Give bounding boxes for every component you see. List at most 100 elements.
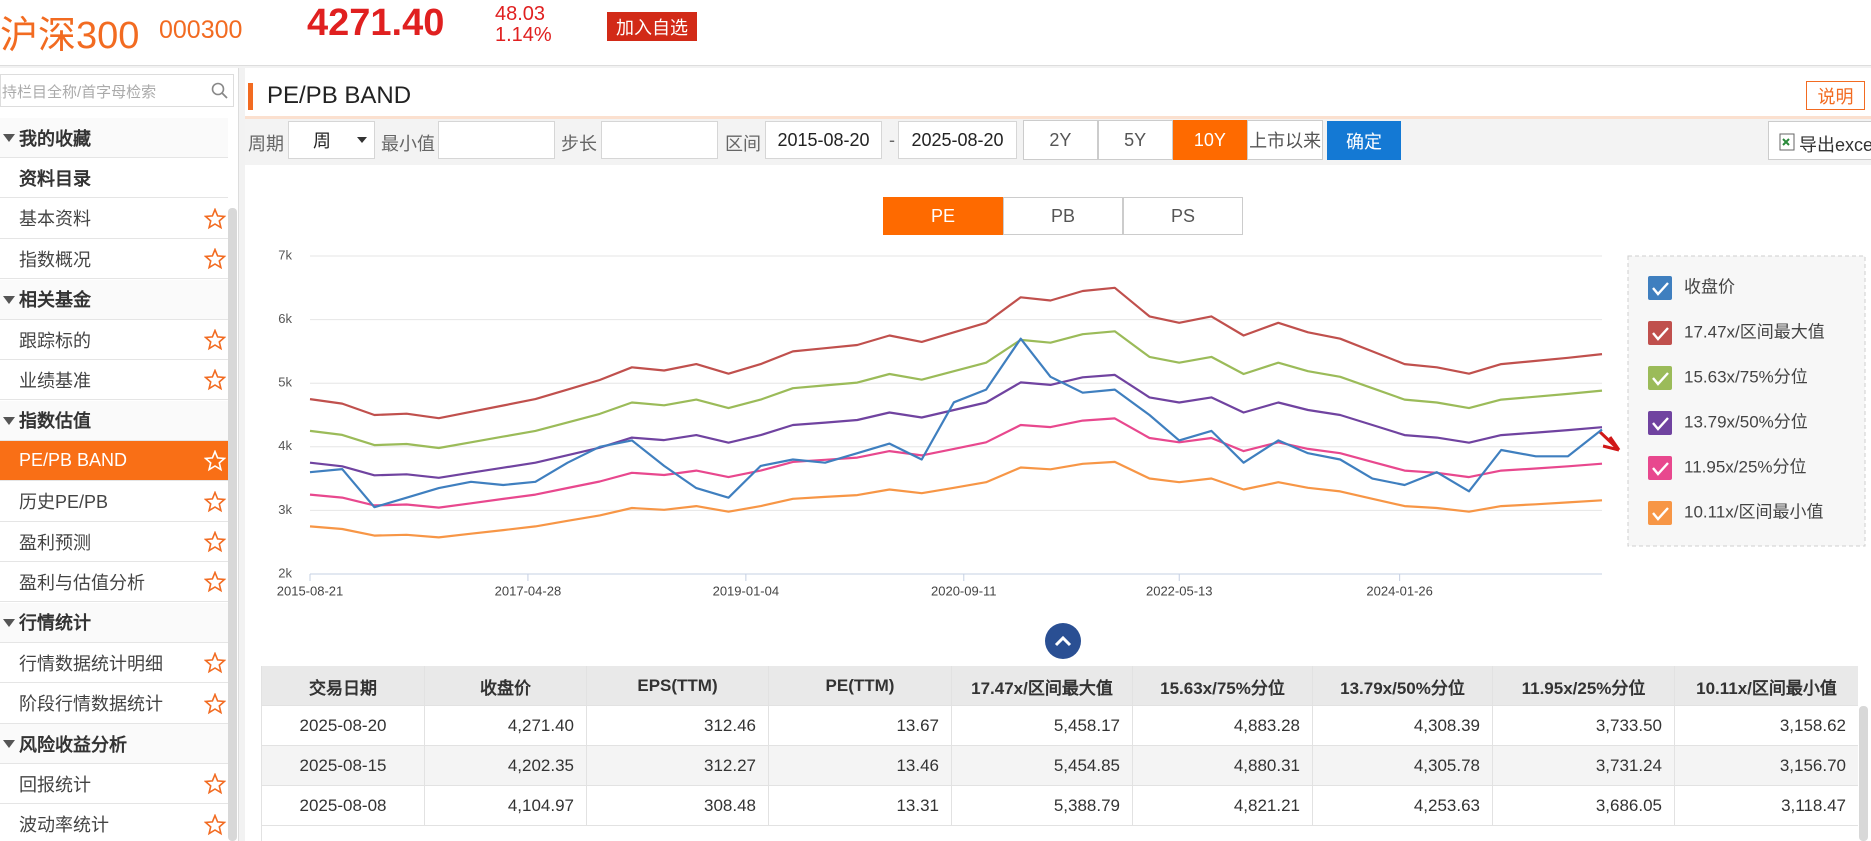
table-cell: 4,880.31 xyxy=(1133,746,1313,786)
menu-label: 相关基金 xyxy=(19,286,91,312)
price-change: 48.03 xyxy=(495,3,545,26)
table-cell: 4,202.35 xyxy=(425,746,587,786)
start-date-input[interactable]: 2015-08-20 xyxy=(765,121,882,159)
range-button[interactable]: 2Y xyxy=(1023,120,1098,160)
expand-triangle xyxy=(3,417,15,425)
table-cell: 13.46 xyxy=(769,746,952,786)
favorite-star[interactable] xyxy=(204,329,226,351)
menu-label: 回报统计 xyxy=(19,771,91,797)
favorite-star[interactable] xyxy=(204,652,226,674)
menu-group[interactable]: 指数估值 xyxy=(0,401,228,441)
menu-item[interactable]: 跟踪标的 xyxy=(0,320,228,360)
menu-item[interactable]: 业绩基准 xyxy=(0,360,228,400)
menu-title: 资料目录 xyxy=(0,158,228,198)
range-buttons: 2Y5Y10Y上市以来 xyxy=(1023,120,1323,160)
scrollbar xyxy=(228,208,237,841)
table-cell: 3,158.62 xyxy=(1675,706,1858,746)
menu-group[interactable]: 风险收益分析 xyxy=(0,724,228,764)
table-cell: 4,253.63 xyxy=(1313,786,1493,826)
menu-item[interactable]: 回报统计 xyxy=(0,764,228,804)
menu-item[interactable]: 波动率统计 xyxy=(0,805,228,841)
index-name: 沪深300 xyxy=(0,4,139,59)
menu-label: 波动率统计 xyxy=(19,811,109,837)
range-button[interactable]: 上市以来 xyxy=(1247,120,1323,160)
favorite-star[interactable] xyxy=(204,773,226,795)
table-cell: 4,308.39 xyxy=(1313,706,1493,746)
menu-item[interactable]: 盈利与估值分析 xyxy=(0,562,228,602)
star-shape xyxy=(206,371,225,389)
menu-group[interactable]: 我的收藏 xyxy=(0,118,228,158)
step-input[interactable] xyxy=(601,121,718,159)
range-button[interactable]: 5Y xyxy=(1098,120,1173,160)
menu-label: 行情数据统计明细 xyxy=(19,650,163,676)
metric-tabs: PEPBPS xyxy=(883,197,1243,235)
metric-tab[interactable]: PB xyxy=(1003,197,1123,235)
favorite-star[interactable] xyxy=(204,248,226,270)
star-shape xyxy=(206,694,225,712)
star-shape xyxy=(206,573,225,591)
add-watchlist-button[interactable]: 加入自选 xyxy=(607,12,697,41)
range-label: 区间 xyxy=(725,130,761,156)
panel-title: PE/PB BAND xyxy=(267,82,411,110)
menu-item[interactable]: 历史PE/PB xyxy=(0,482,228,522)
menu-item[interactable]: 基本资料 xyxy=(0,199,228,239)
sidebar-menu: 我的收藏资料目录基本资料指数概况相关基金跟踪标的业绩基准指数估值PE/PB BA… xyxy=(0,68,230,841)
menu-label: 历史PE/PB xyxy=(19,488,108,514)
favorite-star[interactable] xyxy=(204,450,226,472)
star-shape xyxy=(206,331,225,349)
menu-item[interactable]: 阶段行情数据统计 xyxy=(0,684,228,724)
menu-group[interactable]: 相关基金 xyxy=(0,280,228,320)
header: 沪深300 000300 4271.40 48.03 1.14% 加入自选 xyxy=(0,0,1871,66)
table-cell: 4,305.78 xyxy=(1313,746,1493,786)
favorite-star[interactable] xyxy=(204,491,226,513)
menu-item[interactable]: 盈利预测 xyxy=(0,522,228,562)
menu-label: 盈利与估值分析 xyxy=(19,569,145,595)
range-button[interactable]: 10Y xyxy=(1173,120,1248,160)
export-button[interactable]: 导出excel xyxy=(1768,121,1871,160)
table-cell: 13.31 xyxy=(769,786,952,826)
table-cell: 3,731.24 xyxy=(1493,746,1675,786)
favorite-star[interactable] xyxy=(204,571,226,593)
table-cell: 5,454.85 xyxy=(952,746,1133,786)
table-cell: 4,271.40 xyxy=(425,706,587,746)
metric-tab[interactable]: PS xyxy=(1123,197,1243,235)
data-table: 交易日期收盘价EPS(TTM)PE(TTM)17.47x/区间最大值15.63x… xyxy=(261,666,1858,841)
menu-item[interactable]: 指数概况 xyxy=(0,239,228,279)
table-cell: 4,104.97 xyxy=(425,786,587,826)
table-cell: 4,883.28 xyxy=(1133,706,1313,746)
favorite-star[interactable] xyxy=(204,531,226,553)
controls-bar: 周期 周 最小值 步长 区间 2015-08-20 - 2025-08-20 2… xyxy=(245,119,1871,165)
period-select[interactable]: 周 xyxy=(288,121,375,159)
period-value: 周 xyxy=(313,127,331,153)
table-cell: 312.46 xyxy=(587,706,769,746)
menu-item[interactable]: 行情数据统计明细 xyxy=(0,643,228,683)
min-label: 最小值 xyxy=(381,130,435,156)
help-button[interactable]: 说明 xyxy=(1806,81,1865,110)
table-cell: 308.48 xyxy=(587,786,769,826)
column-header: PE(TTM) xyxy=(769,666,952,706)
favorite-star[interactable] xyxy=(204,208,226,230)
table-row: 2025-08-084,104.97308.4813.315,388.794,8… xyxy=(262,786,1858,826)
table-cell: 4,821.21 xyxy=(1133,786,1313,826)
table-cell: 2025-08-20 xyxy=(262,706,425,746)
export-label: 导出excel xyxy=(1799,131,1871,157)
favorite-star[interactable] xyxy=(204,814,226,836)
end-date-input[interactable]: 2025-08-20 xyxy=(898,121,1017,159)
favorite-star[interactable] xyxy=(204,693,226,715)
star-shape xyxy=(206,452,225,470)
metric-tab[interactable]: PE xyxy=(883,197,1003,235)
menu-item[interactable]: PE/PB BAND xyxy=(0,441,228,481)
table-row: 2025-08-204,271.40312.4613.675,458.174,8… xyxy=(262,706,1858,746)
menu-label: 我的收藏 xyxy=(19,125,91,151)
min-input[interactable] xyxy=(438,121,555,159)
price-change-pct: 1.14% xyxy=(495,24,552,47)
confirm-button[interactable]: 确定 xyxy=(1327,121,1401,160)
favorite-star[interactable] xyxy=(204,369,226,391)
expand-triangle xyxy=(3,619,15,627)
column-header: 收盘价 xyxy=(425,666,587,706)
menu-group[interactable]: 行情统计 xyxy=(0,603,228,643)
menu-label: 指数概况 xyxy=(19,246,91,272)
table-cell: 5,458.17 xyxy=(952,706,1133,746)
period-label: 周期 xyxy=(248,130,284,156)
